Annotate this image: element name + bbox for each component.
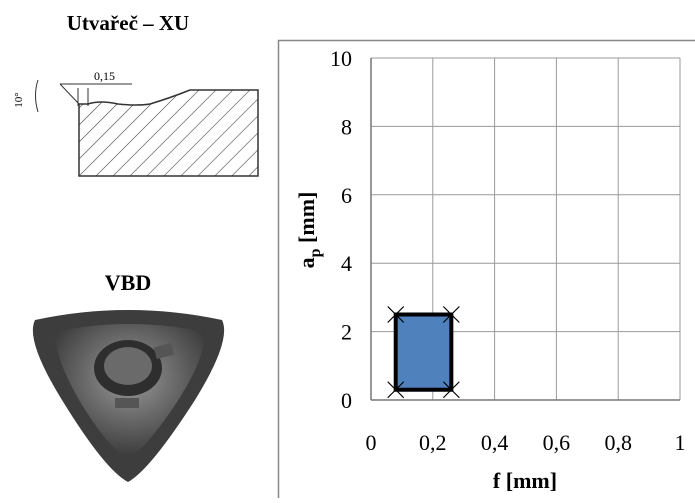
y-tick-label: 6 <box>341 183 352 208</box>
y-tick-label: 2 <box>341 320 352 345</box>
y-label-unit: [mm] <box>294 192 319 249</box>
y-label-sub: p <box>307 248 324 257</box>
angle-label: 10° <box>13 92 25 107</box>
panel-title: Utvařeč – XU <box>67 11 189 35</box>
x-tick-label: 0 <box>366 430 377 455</box>
x-tick-label: 1 <box>675 430 686 455</box>
x-axis-label: f [mm] <box>493 468 557 493</box>
insert-label: VBD <box>105 270 151 295</box>
y-tick-label: 10 <box>330 46 352 71</box>
x-tick-label: 0,6 <box>543 430 571 455</box>
y-tick-label: 8 <box>341 114 352 139</box>
y-tick-label: 0 <box>341 388 352 413</box>
width-label: 0,15 <box>94 69 115 83</box>
y-tick-label: 4 <box>341 251 352 276</box>
insert-image <box>33 310 224 482</box>
x-tick-label: 0,8 <box>604 430 632 455</box>
y-label-main: a <box>294 257 319 268</box>
x-tick-label: 0,4 <box>481 430 509 455</box>
profile-drawing: 10° 0,15 <box>13 69 258 176</box>
page: Utvařeč – XU 10° 0,15 VBD ap [mm] f [mm]… <box>0 0 695 498</box>
region <box>396 315 452 390</box>
y-axis-label: ap [mm] <box>294 192 324 269</box>
x-tick-label: 0,2 <box>419 430 447 455</box>
